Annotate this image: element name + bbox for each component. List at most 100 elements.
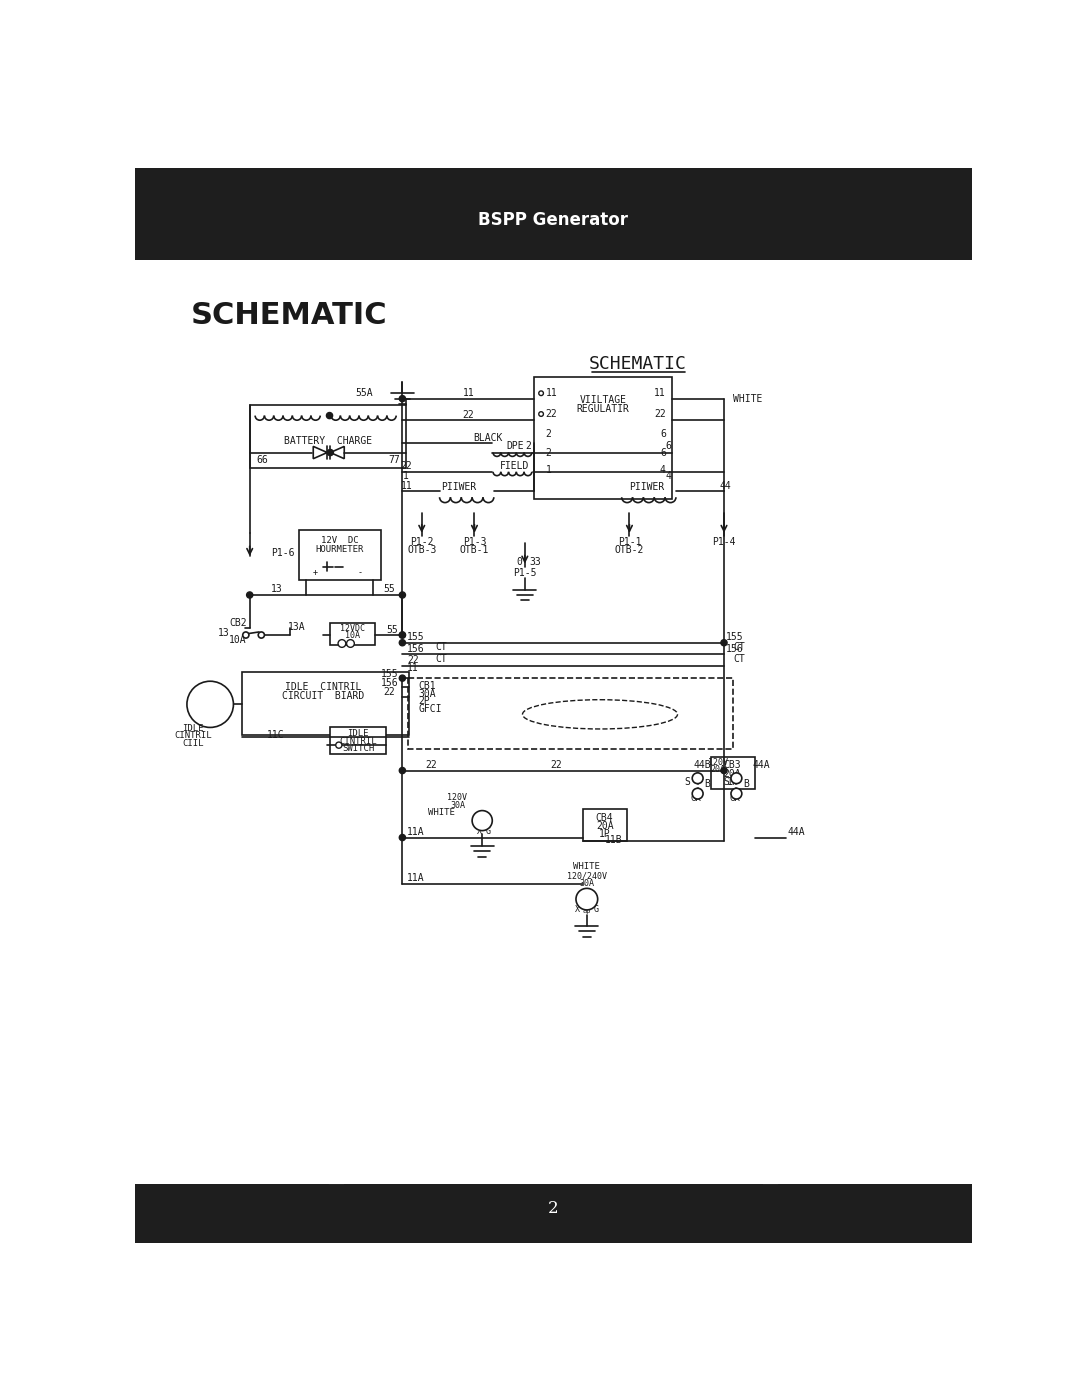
Text: P1-3: P1-3 [462, 536, 486, 546]
Circle shape [692, 773, 703, 784]
Text: 30A: 30A [579, 879, 594, 888]
Text: 10A: 10A [229, 636, 247, 645]
Text: WHITE: WHITE [573, 862, 600, 872]
Text: 156: 156 [380, 678, 399, 687]
Text: 2P: 2P [419, 696, 431, 707]
Text: 11B: 11B [605, 835, 623, 845]
Text: 20A: 20A [711, 764, 726, 774]
Text: 44A: 44A [787, 827, 806, 837]
Text: 120V: 120V [447, 793, 468, 802]
Bar [135, 1185, 972, 1243]
Text: 11A: 11A [407, 873, 424, 883]
Text: 13: 13 [271, 584, 283, 594]
Text: S: S [685, 777, 691, 787]
Text: B: B [743, 780, 750, 789]
Text: 155: 155 [726, 633, 743, 643]
Text: 12VDC: 12VDC [340, 624, 365, 633]
Text: 44B: 44B [693, 760, 711, 770]
Text: SCHEMATIC: SCHEMATIC [191, 300, 388, 330]
Bar [242, 672, 408, 735]
Text: X: X [476, 827, 482, 835]
Circle shape [243, 631, 248, 638]
Text: 55: 55 [387, 624, 399, 634]
Text: CINTRIL: CINTRIL [174, 732, 212, 740]
Text: 22: 22 [407, 655, 419, 665]
Text: 2: 2 [545, 429, 552, 439]
Text: FIELD: FIELD [500, 461, 529, 471]
Text: CT: CT [435, 643, 447, 652]
Text: 44A: 44A [753, 760, 770, 770]
Text: 22: 22 [550, 760, 562, 770]
Bar [299, 529, 380, 580]
Text: BSPP Generator: BSPP Generator [478, 211, 629, 229]
Circle shape [258, 631, 265, 638]
Text: 20A: 20A [596, 821, 613, 831]
Text: P1-5: P1-5 [513, 567, 537, 578]
Text: 22: 22 [383, 687, 395, 697]
Text: 11: 11 [462, 388, 474, 398]
Circle shape [326, 412, 333, 419]
Text: 0: 0 [516, 557, 523, 567]
Text: G: G [485, 827, 490, 835]
Text: GFCI: GFCI [419, 704, 442, 714]
Text: 6: 6 [665, 441, 671, 451]
Circle shape [400, 675, 405, 682]
Text: S: S [724, 777, 729, 787]
Text: 11: 11 [407, 664, 419, 673]
Text: BLACK: BLACK [473, 433, 502, 443]
Text: 11A: 11A [407, 827, 424, 837]
Bar [583, 809, 627, 841]
Text: 22: 22 [401, 461, 413, 471]
Text: 4: 4 [665, 471, 671, 481]
Text: HOURMETER: HOURMETER [315, 545, 364, 555]
Polygon shape [732, 260, 779, 277]
Circle shape [721, 640, 727, 645]
Text: 22: 22 [426, 760, 437, 770]
Text: 11: 11 [401, 481, 413, 490]
Text: 11: 11 [545, 388, 557, 398]
Circle shape [336, 742, 342, 749]
Text: P1-4: P1-4 [712, 536, 735, 546]
Text: 1: 1 [403, 471, 409, 481]
Text: X: X [575, 905, 580, 915]
Circle shape [400, 631, 405, 638]
Bar [345, 1185, 762, 1231]
Text: CINTRIL: CINTRIL [339, 736, 377, 746]
Text: 1P: 1P [598, 830, 610, 840]
Circle shape [400, 592, 405, 598]
Text: IDLE  CINTRIL: IDLE CINTRIL [285, 682, 362, 692]
Text: CT: CT [733, 643, 745, 652]
Circle shape [187, 682, 233, 728]
Text: +        -: + - [313, 569, 363, 577]
Text: ap: ap [582, 908, 591, 914]
Text: IDLE: IDLE [348, 729, 369, 738]
Text: 1: 1 [545, 465, 552, 475]
Text: WHITE: WHITE [732, 394, 761, 404]
Bar [249, 405, 406, 468]
Text: 11: 11 [654, 388, 666, 398]
Text: 120/240V: 120/240V [567, 872, 607, 880]
Text: OTB-3: OTB-3 [407, 545, 436, 555]
Circle shape [721, 767, 727, 774]
Text: P1-1: P1-1 [618, 536, 642, 546]
Circle shape [327, 450, 334, 455]
Text: 11C: 11C [267, 731, 285, 740]
Text: 30A: 30A [419, 689, 436, 698]
Text: CB3: CB3 [724, 760, 741, 770]
Text: 66: 66 [256, 455, 268, 465]
Text: REGULATIR: REGULATIR [577, 404, 630, 415]
Polygon shape [328, 1166, 375, 1185]
Text: CB1: CB1 [419, 680, 436, 692]
Text: 6: 6 [660, 429, 666, 439]
Text: 4: 4 [660, 465, 666, 475]
Text: CB2: CB2 [229, 617, 247, 627]
Text: 10A: 10A [346, 631, 361, 640]
Bar [711, 757, 755, 789]
Text: CT: CT [435, 654, 447, 664]
Circle shape [400, 395, 405, 402]
Text: 55A: 55A [355, 388, 373, 398]
Circle shape [338, 640, 346, 647]
Text: 22: 22 [654, 409, 666, 419]
Text: OTB-1: OTB-1 [460, 545, 489, 555]
Circle shape [692, 788, 703, 799]
